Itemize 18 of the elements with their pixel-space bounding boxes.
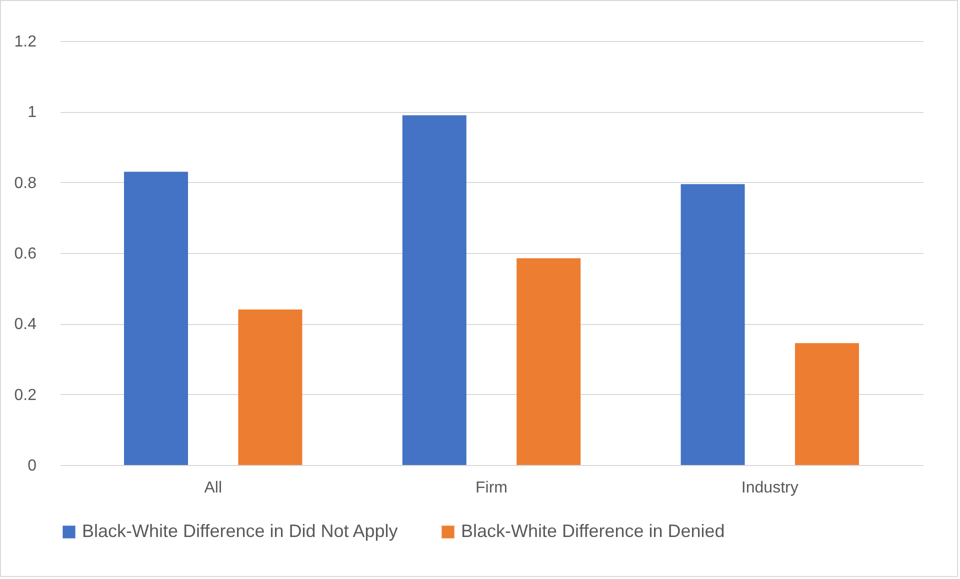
x-tick-label: All [204,480,222,496]
y-tick-label: 0 [28,458,37,474]
y-tick-label: 0.4 [14,316,37,334]
bar [124,172,188,465]
bar [516,258,581,465]
bar [238,310,302,465]
bar [402,115,466,465]
legend-label: Black-White Difference in Did Not Apply [82,521,398,541]
y-tick-label: 0.8 [14,174,37,192]
y-tick-label: 1 [28,104,37,122]
x-tick-label: Industry [741,480,798,496]
x-tick-label: Firm [476,480,508,496]
y-tick-label: 0.6 [14,246,37,262]
bar [680,184,745,465]
legend-label: Black-White Difference in Denied [461,521,725,541]
y-tick-label: 1.2 [14,34,37,50]
bar [794,343,859,465]
y-tick-label: 0.2 [14,386,37,404]
